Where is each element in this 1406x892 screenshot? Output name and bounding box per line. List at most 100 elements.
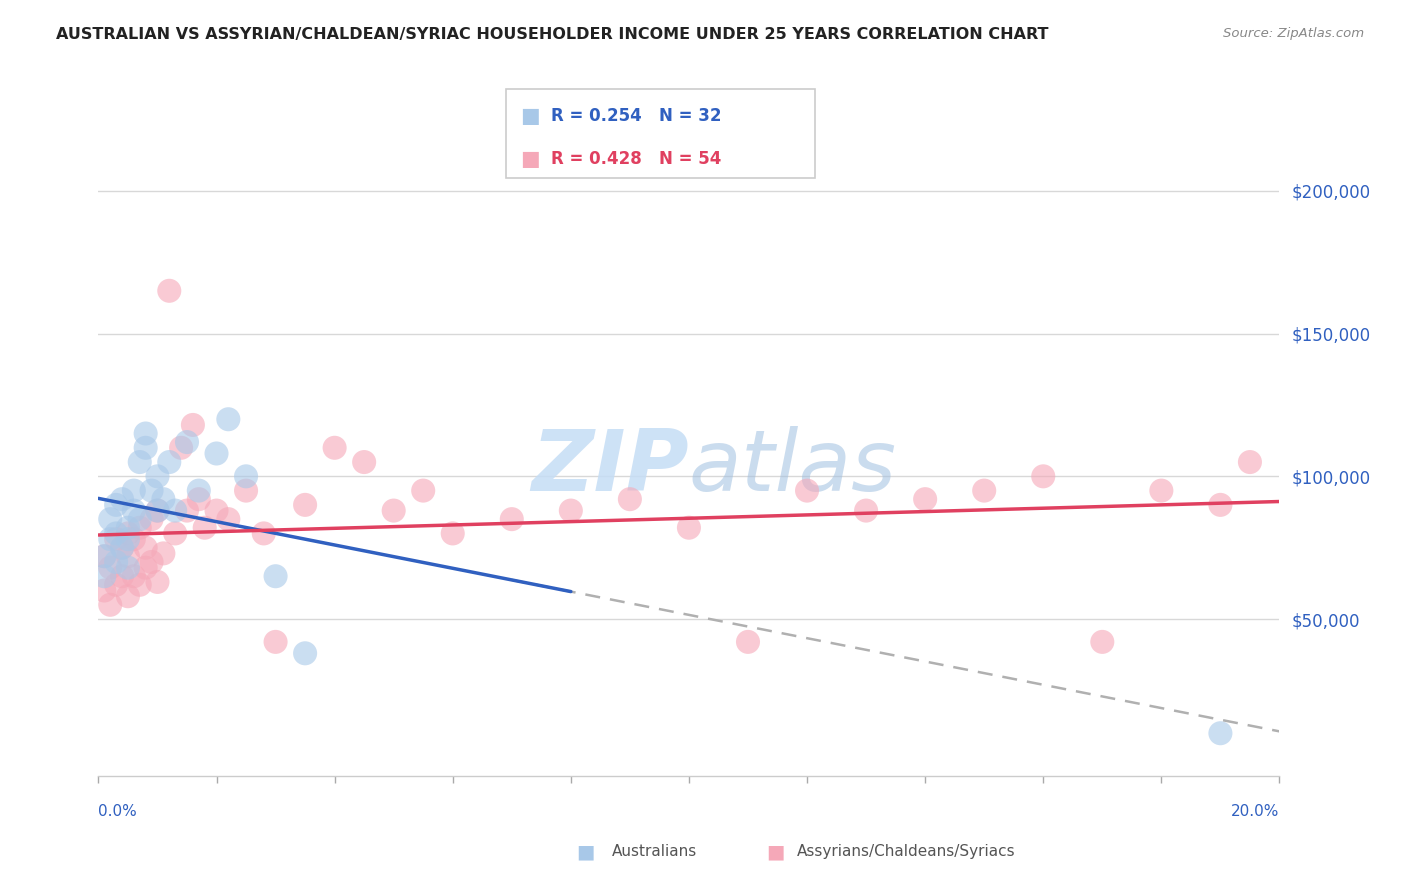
Point xyxy=(111,541,134,555)
Text: ■: ■ xyxy=(576,842,595,862)
Text: R = 0.254   N = 32: R = 0.254 N = 32 xyxy=(551,107,721,125)
Point xyxy=(501,512,523,526)
Point xyxy=(98,532,121,546)
Point xyxy=(98,560,121,574)
Text: R = 0.428   N = 54: R = 0.428 N = 54 xyxy=(551,150,721,168)
Text: ■: ■ xyxy=(766,842,785,862)
Point xyxy=(323,441,346,455)
Point xyxy=(122,569,145,583)
Point xyxy=(146,503,169,517)
Point xyxy=(135,541,157,555)
Point xyxy=(152,492,174,507)
Point xyxy=(181,417,204,432)
Point xyxy=(117,549,139,564)
Point xyxy=(205,503,228,517)
Point xyxy=(146,574,169,589)
Y-axis label: Householder Income Under 25 years: Householder Income Under 25 years xyxy=(0,315,7,595)
Point xyxy=(264,635,287,649)
Point xyxy=(117,532,139,546)
Point xyxy=(170,441,193,455)
Point xyxy=(678,521,700,535)
Point xyxy=(1209,726,1232,740)
Point xyxy=(93,583,115,598)
Point xyxy=(93,549,115,564)
Point xyxy=(105,578,128,592)
Text: atlas: atlas xyxy=(689,426,897,509)
Point xyxy=(1209,498,1232,512)
Point xyxy=(176,503,198,517)
Point xyxy=(105,532,128,546)
Text: AUSTRALIAN VS ASSYRIAN/CHALDEAN/SYRIAC HOUSEHOLDER INCOME UNDER 25 YEARS CORRELA: AUSTRALIAN VS ASSYRIAN/CHALDEAN/SYRIAC H… xyxy=(56,27,1049,42)
Point xyxy=(146,469,169,483)
Text: ■: ■ xyxy=(520,106,540,126)
Point xyxy=(117,526,139,541)
Point xyxy=(914,492,936,507)
Point xyxy=(111,492,134,507)
Point xyxy=(93,569,115,583)
Point xyxy=(117,521,139,535)
Point xyxy=(152,546,174,560)
Point xyxy=(855,503,877,517)
Point xyxy=(146,503,169,517)
Point xyxy=(235,469,257,483)
Point xyxy=(194,521,217,535)
Point xyxy=(157,455,180,469)
Point xyxy=(141,512,163,526)
Point xyxy=(217,512,239,526)
Point xyxy=(441,526,464,541)
Point xyxy=(141,483,163,498)
Point xyxy=(264,569,287,583)
Point xyxy=(111,569,134,583)
Text: Australians: Australians xyxy=(612,845,697,859)
Point xyxy=(217,412,239,426)
Point xyxy=(105,526,128,541)
Point xyxy=(973,483,995,498)
Point xyxy=(1032,469,1054,483)
Text: Source: ZipAtlas.com: Source: ZipAtlas.com xyxy=(1223,27,1364,40)
Point xyxy=(111,541,134,555)
Point xyxy=(93,549,115,564)
Point xyxy=(128,521,150,535)
Point xyxy=(1239,455,1261,469)
Point xyxy=(253,526,276,541)
Point xyxy=(105,498,128,512)
Point xyxy=(294,646,316,660)
Point xyxy=(176,435,198,450)
Point xyxy=(135,560,157,574)
Point xyxy=(165,526,187,541)
Point xyxy=(1091,635,1114,649)
Point xyxy=(128,578,150,592)
Text: ■: ■ xyxy=(520,149,540,169)
Point xyxy=(205,446,228,460)
Point xyxy=(796,483,818,498)
Point xyxy=(187,483,209,498)
Point xyxy=(165,503,187,517)
Text: ZIP: ZIP xyxy=(531,426,689,509)
Point xyxy=(353,455,375,469)
Point xyxy=(122,503,145,517)
Point xyxy=(560,503,582,517)
Point xyxy=(382,503,405,517)
Point xyxy=(98,512,121,526)
Point xyxy=(187,492,209,507)
Point xyxy=(235,483,257,498)
Point xyxy=(135,426,157,441)
Point xyxy=(737,635,759,649)
Point xyxy=(135,441,157,455)
Point xyxy=(128,455,150,469)
Point xyxy=(122,483,145,498)
Point xyxy=(157,284,180,298)
Point xyxy=(117,589,139,603)
Point xyxy=(122,532,145,546)
Text: Assyrians/Chaldeans/Syriacs: Assyrians/Chaldeans/Syriacs xyxy=(797,845,1015,859)
Point xyxy=(294,498,316,512)
Point xyxy=(117,560,139,574)
Point xyxy=(141,555,163,569)
Point xyxy=(105,555,128,569)
Text: 0.0%: 0.0% xyxy=(98,805,138,819)
Point xyxy=(128,512,150,526)
Text: 20.0%: 20.0% xyxy=(1232,805,1279,819)
Point xyxy=(98,598,121,612)
Point xyxy=(1150,483,1173,498)
Point xyxy=(412,483,434,498)
